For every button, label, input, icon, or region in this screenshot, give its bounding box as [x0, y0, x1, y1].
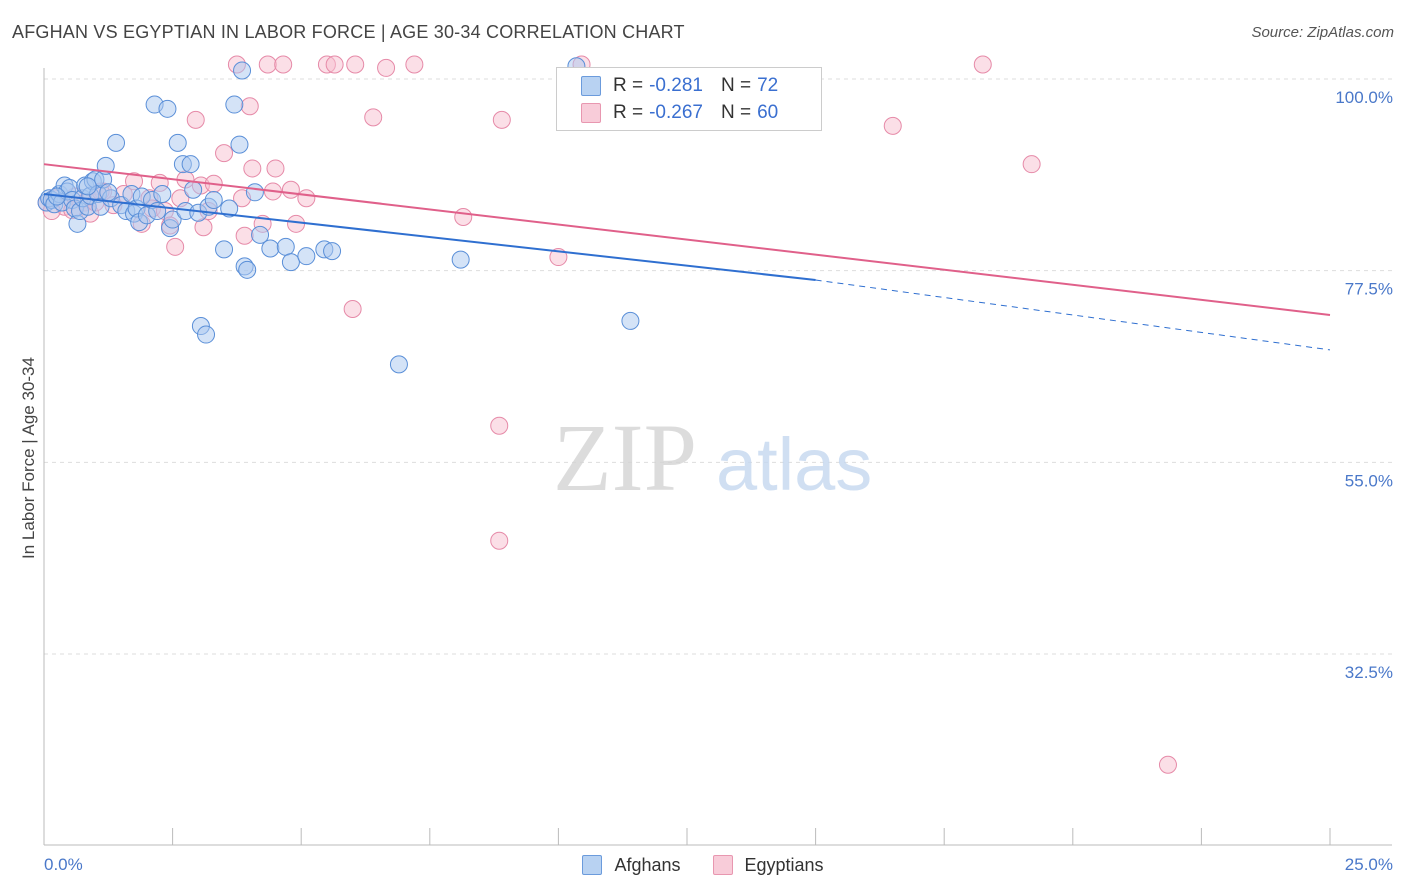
source-label: Source: ZipAtlas.com — [1251, 24, 1394, 41]
afghans-swatch — [581, 76, 601, 96]
egyptians-point — [235, 226, 254, 245]
egyptians-point — [186, 110, 205, 129]
egyptians-point — [1158, 755, 1177, 774]
egyptians-n-label: N = — [720, 102, 752, 123]
afghans-point — [251, 225, 270, 244]
egyptians-point — [1022, 155, 1041, 174]
y-tick-label: 77.5% — [1345, 280, 1393, 299]
series-legend: Afghans Egyptians — [0, 852, 1406, 878]
x-tick-label-min: 0.0% — [44, 855, 83, 874]
legend-item-egyptians: Egyptians — [712, 854, 824, 876]
afghans-point — [245, 183, 264, 202]
afghans-point — [233, 61, 252, 80]
watermark-zip: ZIP — [553, 404, 697, 511]
afghans-point — [107, 133, 126, 152]
egyptians-r-label: R = — [613, 102, 644, 123]
legend-item-afghans: Afghans — [582, 854, 681, 876]
egyptians-point — [287, 214, 306, 233]
trend-lines — [43, 163, 1331, 351]
egyptians-legend-swatch — [712, 855, 733, 875]
egyptians-point — [346, 55, 365, 74]
afghans-point — [230, 135, 249, 154]
afghans-point — [323, 242, 342, 261]
chart-title: AFGHAN VS EGYPTIAN IN LABOR FORCE | AGE … — [12, 22, 685, 42]
watermark-atlas: atlas — [716, 423, 872, 506]
afghans-legend-swatch — [582, 855, 603, 875]
afghans-point — [78, 177, 97, 196]
egyptians-point — [240, 97, 259, 116]
x-tick-labels: 0.0% 25.0% — [44, 855, 1393, 874]
egyptians-point — [883, 116, 902, 135]
afghans-point — [197, 325, 216, 344]
afghans-point — [184, 180, 203, 199]
stats-legend: R = -0.281 N = 72 R = -0.267 N = 60 — [556, 67, 822, 131]
afghans-n-label: N = — [720, 75, 752, 96]
egyptians-trend-line — [43, 163, 1331, 316]
afghans-point — [225, 95, 244, 114]
afghans-point — [238, 260, 257, 279]
egyptians-legend-label: Egyptians — [744, 854, 824, 875]
y-tick-label: 32.5% — [1345, 663, 1393, 682]
legend-row-afghans: R = -0.281 N = 72 — [581, 73, 778, 99]
afghans-point — [276, 237, 295, 256]
egyptians-point — [325, 55, 344, 74]
afghans-point — [158, 99, 177, 118]
y-tick-label: 55.0% — [1345, 471, 1393, 490]
afghans-point — [621, 311, 640, 330]
afghans-point — [389, 355, 408, 374]
afghans-point — [451, 250, 470, 269]
egyptians-point — [281, 180, 300, 199]
egyptians-point — [243, 159, 262, 178]
egyptians-n-value: 60 — [757, 102, 779, 123]
afghans-point — [181, 155, 200, 174]
afghans-point — [261, 239, 280, 258]
egyptians-point — [166, 237, 185, 256]
egyptians-point — [274, 55, 293, 74]
egyptians-point — [405, 55, 424, 74]
egyptians-point — [492, 110, 511, 129]
afghans-r-label: R = — [613, 75, 644, 96]
afghans-n-value: 72 — [757, 75, 779, 96]
egyptians-swatch — [581, 103, 601, 123]
afghans-points — [37, 57, 640, 374]
watermark: ZIP atlas — [553, 404, 872, 511]
egyptians-point — [215, 144, 234, 163]
x-tick-label-max: 25.0% — [1345, 855, 1393, 874]
y-tick-labels: 100.0% 77.5% 55.0% 32.5% — [1335, 88, 1393, 682]
y-tick-label: 100.0% — [1335, 88, 1393, 107]
egyptians-point — [258, 55, 277, 74]
afghans-point — [168, 133, 187, 152]
afghans-point — [297, 247, 316, 266]
egyptians-point — [490, 531, 509, 550]
egyptians-point — [364, 108, 383, 127]
afghans-point — [215, 240, 234, 259]
afghans-point — [220, 199, 239, 218]
egyptians-point — [454, 208, 473, 226]
afghans-legend-label: Afghans — [614, 854, 681, 875]
afghans-point — [153, 185, 172, 203]
afghans-point — [204, 190, 223, 209]
afghans-r-value: -0.281 — [649, 75, 703, 96]
egyptians-point — [297, 189, 316, 208]
egyptians-point — [266, 159, 285, 178]
afghans-point — [99, 183, 118, 202]
afghans-trend-extension — [815, 279, 1331, 351]
egyptians-point — [377, 58, 396, 77]
egyptians-point — [973, 55, 992, 74]
legend-row-egyptians: R = -0.267 N = 60 — [581, 100, 778, 126]
egyptians-point — [490, 416, 509, 435]
afghans-trend-line — [43, 193, 816, 282]
egyptians-point — [343, 300, 362, 318]
egyptians-r-value: -0.267 — [649, 102, 703, 123]
afghans-point — [281, 253, 300, 272]
afghans-point — [163, 210, 182, 229]
